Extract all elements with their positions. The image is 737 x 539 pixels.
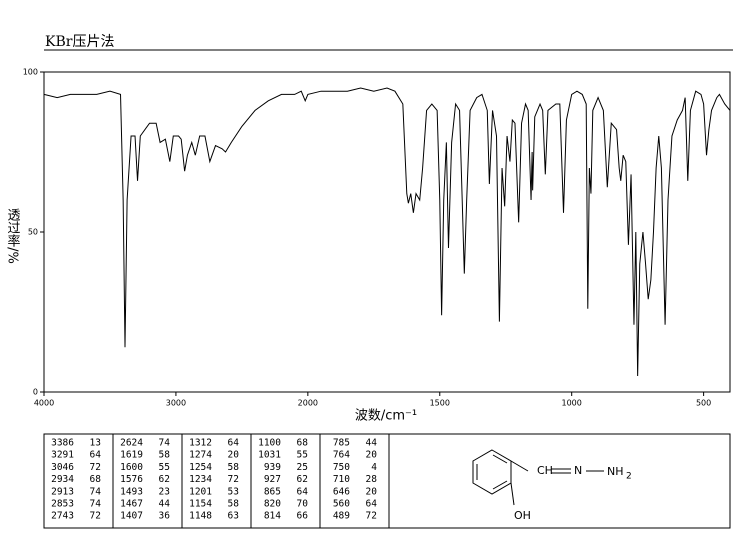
peak-wavenumber: 1407	[120, 511, 143, 522]
structure-label: N	[574, 464, 582, 477]
peak-intensity: 44	[366, 438, 378, 449]
peak-wavenumber: 2913	[51, 486, 74, 497]
peak-wavenumber: 1467	[120, 499, 143, 510]
peak-intensity: 70	[297, 499, 309, 510]
peak-wavenumber: 1234	[189, 474, 212, 485]
peak-wavenumber: 1576	[120, 474, 143, 485]
peak-intensity: 64	[90, 450, 102, 461]
y-axis-label: 透过率/%	[5, 208, 21, 264]
peak-intensity: 28	[366, 474, 378, 485]
peak-wavenumber: 939	[264, 462, 281, 473]
peak-wavenumber: 1493	[120, 486, 143, 497]
peak-intensity: 20	[228, 450, 240, 461]
peak-intensity: 55	[297, 450, 308, 461]
peak-wavenumber: 3046	[51, 462, 74, 473]
x-axis-label: 波数/cm⁻¹	[355, 409, 417, 424]
peak-intensity: 20	[366, 450, 378, 461]
peak-intensity: 4	[371, 462, 377, 473]
peak-wavenumber: 785	[333, 438, 350, 449]
peak-intensity: 72	[90, 511, 101, 522]
peak-wavenumber: 3386	[51, 438, 74, 449]
peak-wavenumber: 2624	[120, 438, 143, 449]
x-tick-label: 4000	[34, 399, 54, 408]
peak-intensity: 44	[159, 499, 171, 510]
peak-intensity: 20	[366, 486, 378, 497]
peak-intensity: 63	[228, 511, 239, 522]
peak-wavenumber: 710	[333, 474, 350, 485]
peak-wavenumber: 646	[333, 486, 350, 497]
structure-label: 2	[626, 472, 632, 482]
peak-wavenumber: 1201	[189, 486, 212, 497]
peak-intensity: 58	[228, 462, 240, 473]
peak-wavenumber: 560	[333, 499, 350, 510]
peak-intensity: 64	[228, 438, 240, 449]
peak-intensity: 74	[90, 486, 102, 497]
peak-intensity: 62	[297, 474, 308, 485]
peak-wavenumber: 2934	[51, 474, 74, 485]
peak-wavenumber: 1619	[120, 450, 143, 461]
peak-intensity: 64	[297, 486, 309, 497]
peak-intensity: 53	[228, 486, 239, 497]
peak-intensity: 66	[297, 511, 309, 522]
peak-wavenumber: 1154	[189, 499, 212, 510]
peak-intensity: 64	[366, 499, 378, 510]
peak-wavenumber: 1274	[189, 450, 212, 461]
x-tick-label: 1000	[562, 399, 582, 408]
peak-wavenumber: 820	[264, 499, 281, 510]
structure-label: NH	[607, 465, 624, 478]
chart-title: KBr压片法	[45, 34, 114, 50]
peak-intensity: 36	[159, 511, 171, 522]
peak-intensity: 74	[159, 438, 171, 449]
table-frame	[43, 433, 731, 529]
peak-intensity: 58	[228, 499, 240, 510]
x-tick-label: 1500	[430, 399, 450, 408]
peak-intensity: 68	[297, 438, 309, 449]
x-tick-label: 3000	[166, 399, 186, 408]
peak-intensity: 68	[90, 474, 102, 485]
peak-wavenumber: 1031	[258, 450, 281, 461]
y-tick-label: 0	[33, 388, 38, 397]
peak-intensity: 55	[159, 462, 170, 473]
peak-intensity: 74	[90, 499, 102, 510]
peak-wavenumber: 489	[333, 511, 350, 522]
y-tick-label: 100	[23, 68, 38, 77]
x-tick-label: 500	[696, 399, 711, 408]
peak-wavenumber: 2853	[51, 499, 74, 510]
peak-intensity: 72	[366, 511, 377, 522]
peak-wavenumber: 764	[333, 450, 350, 461]
peak-wavenumber: 2743	[51, 511, 74, 522]
x-tick-label: 2000	[298, 399, 318, 408]
peak-intensity: 72	[90, 462, 101, 473]
structure-label: CH	[537, 464, 553, 477]
peak-wavenumber: 865	[264, 486, 281, 497]
peak-wavenumber: 1100	[258, 438, 281, 449]
peak-wavenumber: 814	[264, 511, 281, 522]
peak-intensity: 58	[159, 450, 171, 461]
peak-wavenumber: 927	[264, 474, 281, 485]
peak-wavenumber: 1600	[120, 462, 143, 473]
peak-wavenumber: 1312	[189, 438, 212, 449]
peak-wavenumber: 1148	[189, 511, 212, 522]
structure-label: OH	[514, 509, 531, 522]
peak-intensity: 23	[159, 486, 170, 497]
peak-wavenumber: 3291	[51, 450, 74, 461]
structure-drawing	[472, 449, 604, 506]
peak-wavenumber: 1254	[189, 462, 212, 473]
y-tick-label: 50	[28, 228, 38, 237]
peak-intensity: 13	[90, 438, 101, 449]
peak-intensity: 25	[297, 462, 308, 473]
peak-intensity: 62	[159, 474, 170, 485]
peak-wavenumber: 750	[333, 462, 350, 473]
peak-intensity: 72	[228, 474, 239, 485]
plot-frame	[43, 71, 731, 393]
spectrum-line	[43, 87, 731, 377]
